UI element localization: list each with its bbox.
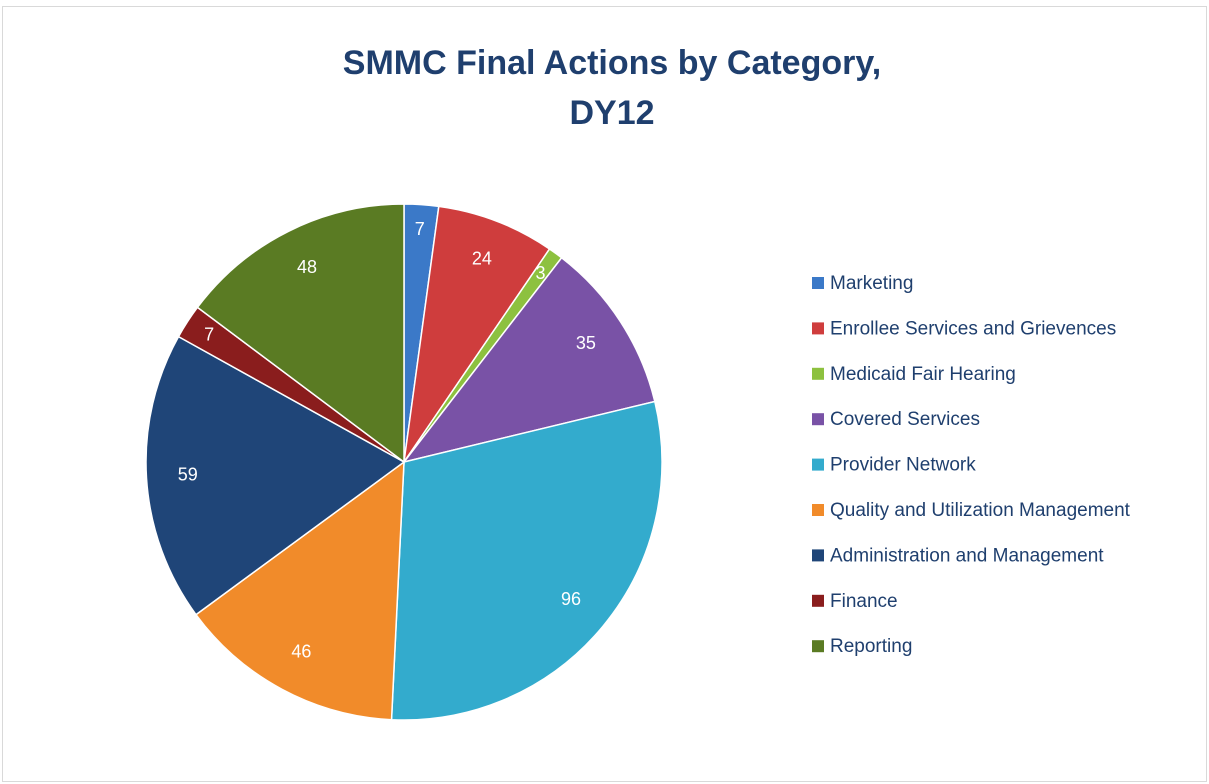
pie-slice bbox=[402, 256, 656, 464]
legend-label: Medicaid Fair Hearing bbox=[830, 364, 1016, 385]
legend-swatch bbox=[812, 367, 824, 380]
legend-swatch bbox=[812, 277, 824, 289]
data-label: 96 bbox=[561, 589, 581, 609]
legend-label: Quality and Utilization Management bbox=[830, 500, 1131, 521]
data-label: 3 bbox=[535, 263, 545, 283]
legend-swatch bbox=[812, 504, 824, 516]
legend-label: Marketing bbox=[830, 273, 913, 294]
data-label: 7 bbox=[415, 219, 425, 239]
data-label: 46 bbox=[291, 642, 311, 662]
legend-label: Finance bbox=[830, 591, 898, 612]
legend-swatch bbox=[812, 640, 824, 653]
legend-label: Reporting bbox=[830, 636, 912, 657]
data-label: 35 bbox=[576, 333, 596, 353]
legend-swatch bbox=[812, 458, 824, 471]
legend-swatch bbox=[812, 413, 824, 426]
data-label: 59 bbox=[178, 464, 198, 484]
data-label: 24 bbox=[472, 248, 492, 268]
pie-slice bbox=[194, 460, 405, 721]
pie-slice bbox=[390, 400, 663, 721]
chart-border bbox=[2, 6, 1207, 782]
legend-label: Covered Services bbox=[830, 409, 980, 430]
legend-swatch bbox=[812, 322, 824, 335]
pie-slice bbox=[196, 203, 405, 464]
legend-label: Provider Network bbox=[830, 455, 976, 476]
data-label: 7 bbox=[204, 324, 214, 344]
legend-swatch bbox=[812, 549, 824, 562]
pie-slice bbox=[403, 205, 551, 463]
legend-label: Administration and Management bbox=[830, 545, 1104, 566]
data-label: 48 bbox=[297, 257, 317, 277]
chart-title: SMMC Final Actions by Category, DY12 bbox=[342, 44, 882, 132]
pie-slice bbox=[145, 335, 406, 616]
legend-label: Enrollee Services and Grievences bbox=[830, 318, 1116, 339]
legend-swatch bbox=[812, 594, 824, 607]
